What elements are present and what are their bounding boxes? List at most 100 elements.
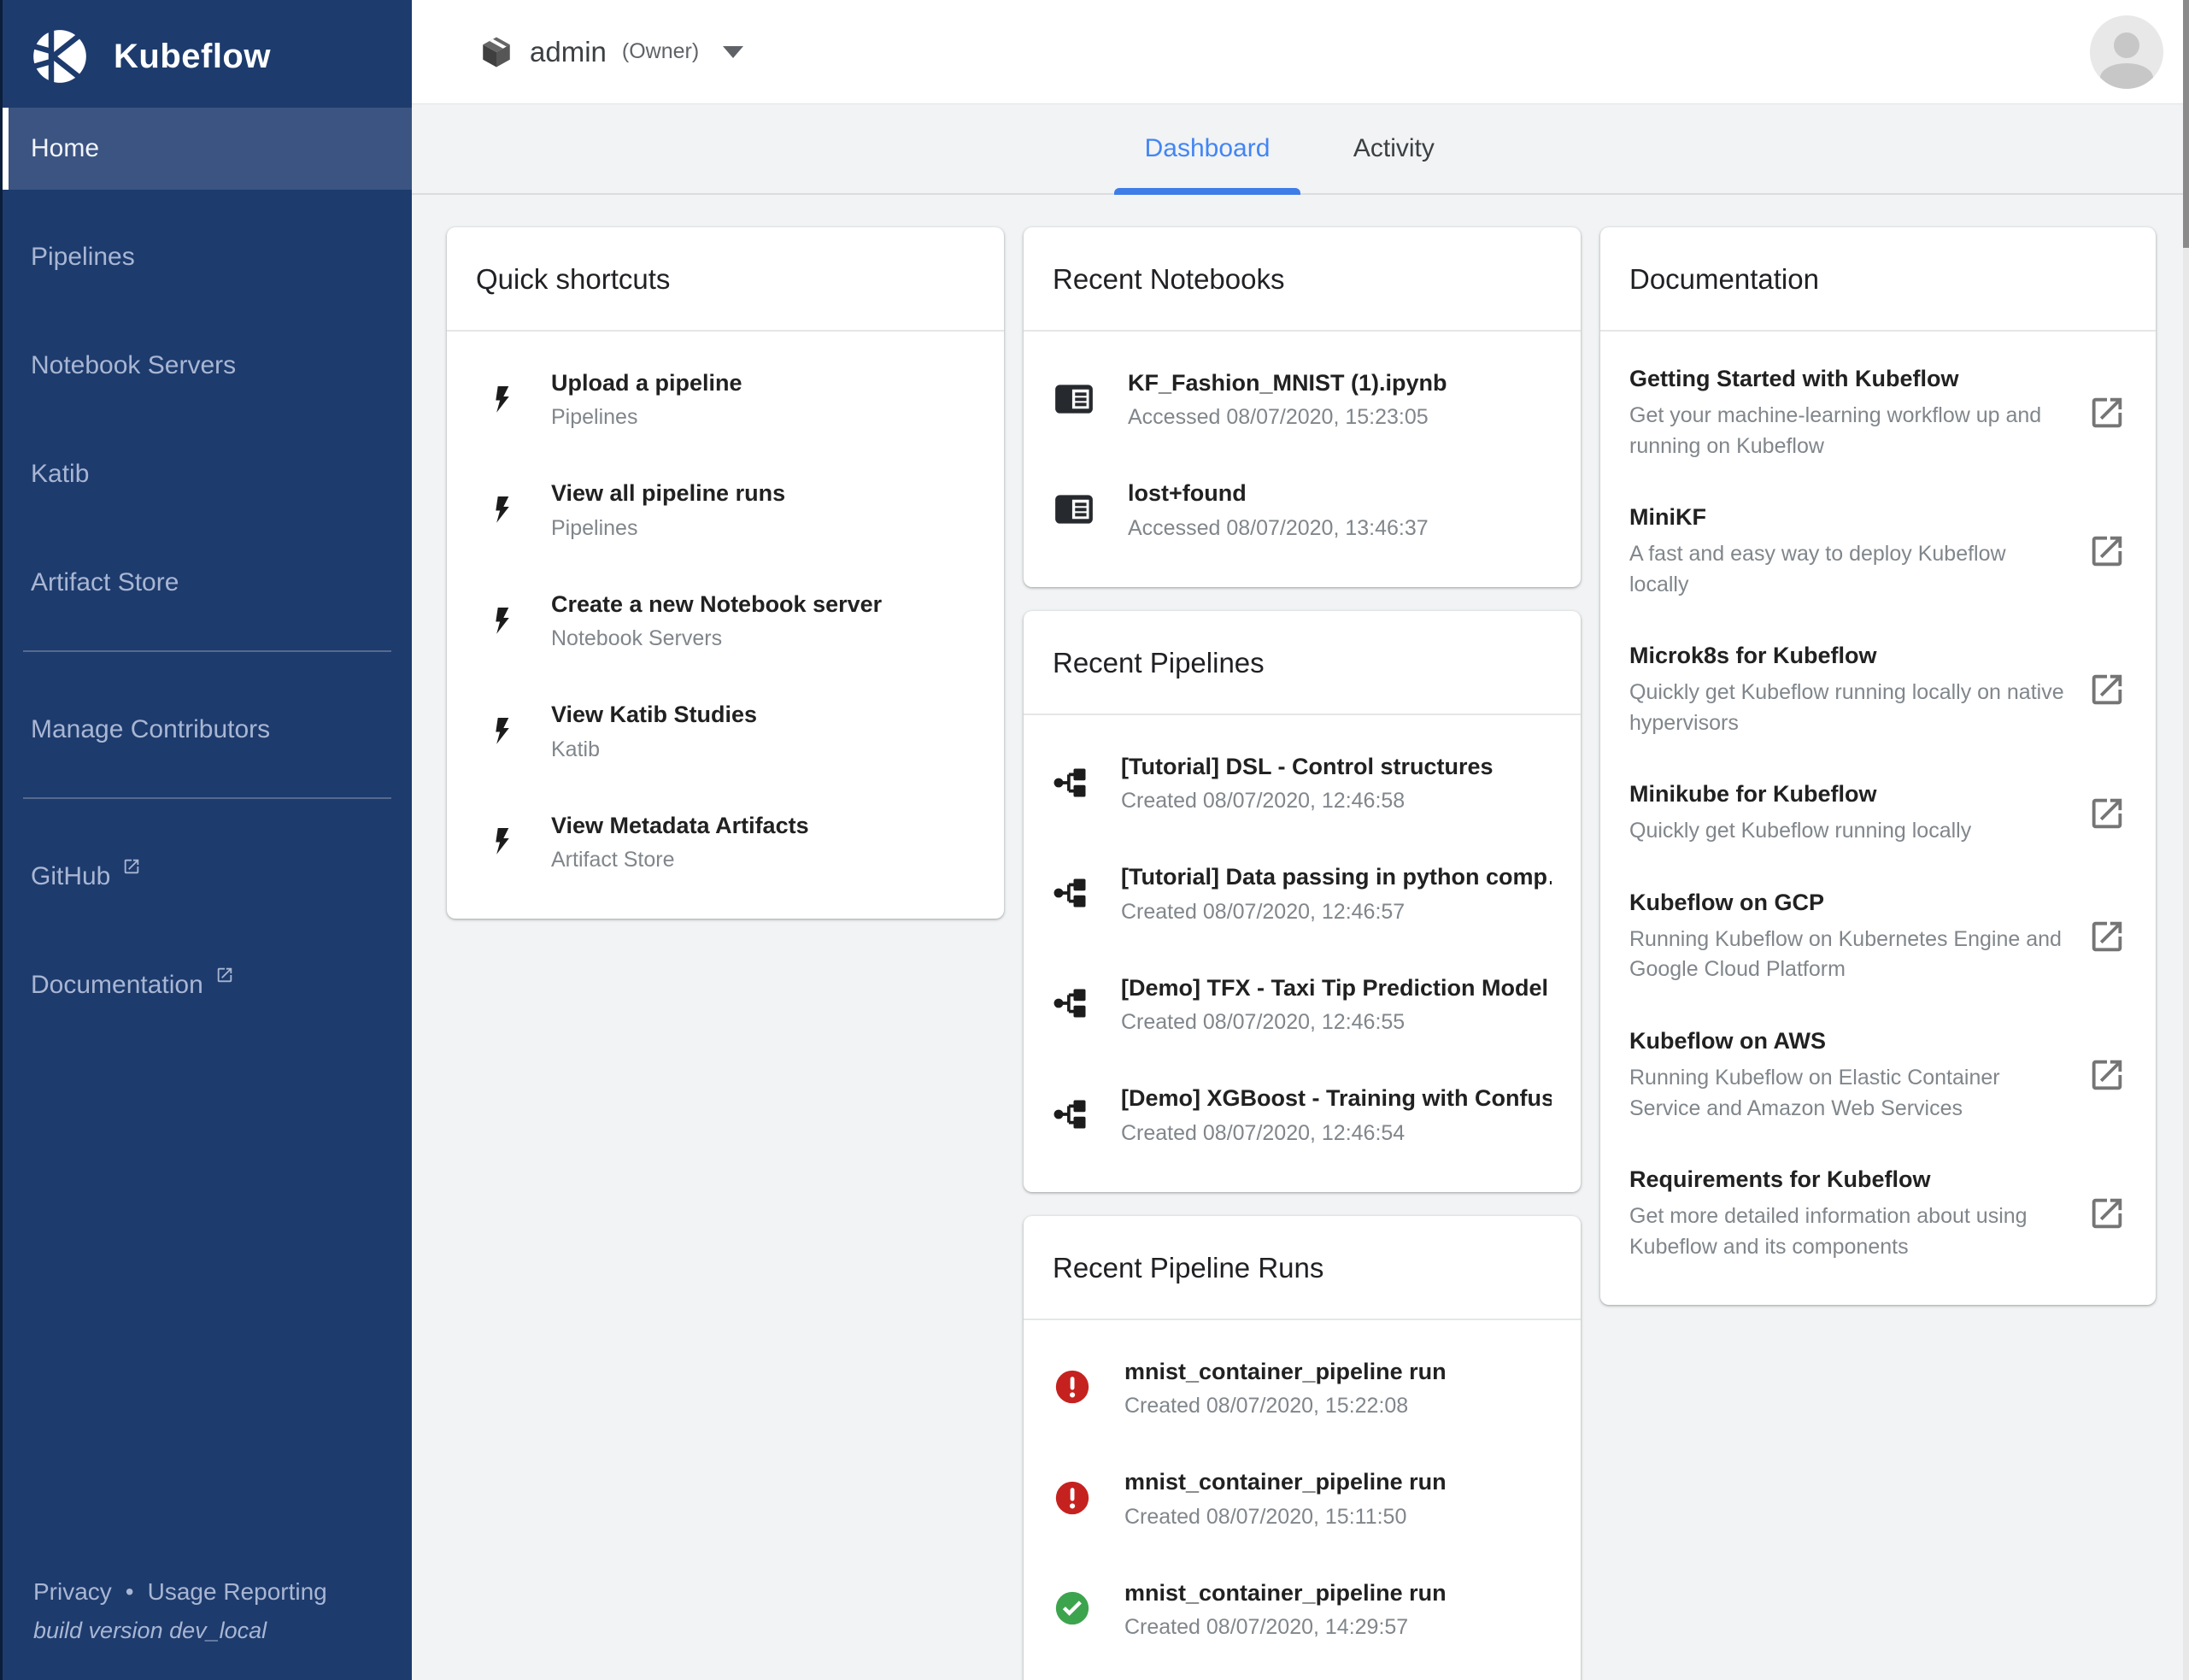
flash-icon [496, 718, 509, 744]
sidebar-divider [23, 797, 391, 799]
doc-title: Getting Started with Kubeflow [1629, 366, 1959, 391]
shortcut-upload-pipeline[interactable]: Upload a pipeline Pipelines [447, 344, 1004, 454]
scrollbar-thumb[interactable] [2183, 0, 2189, 248]
open-in-new-icon [2092, 921, 2122, 952]
doc-link-gcp[interactable]: Kubeflow on GCP Running Kubeflow on Kube… [1600, 867, 2156, 1006]
sidebar-divider [23, 650, 391, 652]
recent-pipeline-runs-card: Recent Pipeline Runs mnist_container_pip… [1024, 1215, 1581, 1680]
sidebar-item-github[interactable]: GitHub [3, 836, 412, 918]
run-status-error-icon [1053, 1367, 1092, 1407]
topbar: admin (Owner) [412, 0, 2189, 104]
usage-reporting-link[interactable]: Usage Reporting [147, 1578, 327, 1605]
recent-notebooks-card: Recent Notebooks KF_Fashion_MNIST (1).ip… [1024, 227, 1581, 587]
doc-title: Minikube for Kubeflow [1629, 781, 1877, 808]
namespace-name: admin [530, 35, 607, 68]
shortcut-create-notebook-server[interactable]: Create a new Notebook server Notebook Se… [447, 565, 1004, 675]
doc-title: MiniKF [1629, 504, 1706, 531]
sidebar-item-documentation[interactable]: Documentation [3, 944, 412, 1026]
sidebar-item-label: Pipelines [31, 243, 135, 271]
pipeline-run-item[interactable]: mnist_container_pipeline run Created 08/… [1024, 1332, 1581, 1442]
pipeline-item[interactable]: [Tutorial] Data passing in python comp… … [1024, 837, 1581, 948]
doc-link-aws[interactable]: Kubeflow on AWS Running Kubeflow on Elas… [1600, 1006, 2156, 1144]
notebook-accessed: Accessed 08/07/2020, 15:23:05 [1128, 405, 1429, 430]
namespace-cube-icon [483, 37, 510, 67]
tab-bar: Dashboard Activity [412, 104, 2189, 195]
shortcut-title: View Katib Studies [551, 702, 758, 728]
sidebar-item-label: Manage Contributors [31, 715, 271, 743]
doc-link-minikf[interactable]: MiniKF A fast and easy way to deploy Kub… [1600, 482, 2156, 620]
shortcut-title: View Metadata Artifacts [551, 812, 809, 838]
doc-link-requirements[interactable]: Requirements for Kubeflow Get more detai… [1600, 1144, 2156, 1283]
kubeflow-logo-icon [28, 25, 91, 88]
pipeline-item[interactable]: [Demo] XGBoost - Training with Confusi… … [1024, 1059, 1581, 1169]
app-title: Kubeflow [114, 37, 271, 75]
doc-desc: Quickly get Kubeflow running locally [1629, 819, 1972, 843]
sidebar-item-home[interactable]: Home [3, 108, 412, 190]
run-status-success-icon [1053, 1589, 1092, 1628]
sidebar-item-notebook-servers[interactable]: Notebook Servers [3, 325, 412, 407]
pipeline-title: [Demo] XGBoost - Training with Confusi… [1121, 1085, 1552, 1112]
pipeline-item[interactable]: [Demo] TFX - Taxi Tip Prediction Model …… [1024, 949, 1581, 1059]
shortcut-view-pipeline-runs[interactable]: View all pipeline runs Pipelines [447, 454, 1004, 564]
pipeline-created: Created 08/07/2020, 12:46:57 [1121, 899, 1406, 924]
card-title: Recent Pipeline Runs [1053, 1251, 1324, 1283]
doc-link-getting-started[interactable]: Getting Started with Kubeflow Get your m… [1600, 344, 2156, 482]
pipeline-icon [1053, 988, 1088, 1019]
shortcut-subtitle: Notebook Servers [551, 626, 723, 651]
shortcut-view-katib-studies[interactable]: View Katib Studies Katib [447, 675, 1004, 785]
doc-title: Microk8s for Kubeflow [1629, 643, 1877, 669]
pipeline-run-item[interactable]: mnist_container_pipeline run Created 08/… [1024, 1664, 1581, 1680]
notebook-accessed: Accessed 08/07/2020, 13:46:37 [1128, 515, 1429, 540]
run-created: Created 08/07/2020, 15:22:08 [1124, 1394, 1409, 1419]
notebook-item[interactable]: lost+found Accessed 08/07/2020, 13:46:37 [1024, 454, 1581, 564]
recent-pipelines-card: Recent Pipelines [Tutorial] DSL - Contro… [1024, 610, 1581, 1192]
sidebar-item-artifact-store[interactable]: Artifact Store [3, 542, 412, 624]
doc-desc: A fast and easy way to deploy Kubeflow l… [1629, 542, 2006, 596]
shortcut-view-metadata-artifacts[interactable]: View Metadata Artifacts Artifact Store [447, 786, 1004, 896]
namespace-selector[interactable]: admin (Owner) [478, 34, 744, 70]
sidebar-nav: Home Pipelines Notebook Servers Katib Ar… [3, 108, 412, 1026]
doc-link-microk8s[interactable]: Microk8s for Kubeflow Quickly get Kubefl… [1600, 620, 2156, 759]
doc-link-minikube[interactable]: Minikube for Kubeflow Quickly get Kubefl… [1600, 759, 2156, 867]
run-status-error-icon [1053, 1478, 1092, 1518]
sidebar-item-manage-contributors[interactable]: Manage Contributors [3, 689, 412, 771]
shortcut-subtitle: Artifact Store [551, 848, 675, 872]
tab-dashboard[interactable]: Dashboard [1113, 104, 1301, 195]
pipeline-created: Created 08/07/2020, 12:46:58 [1121, 789, 1406, 814]
sidebar-item-label: Documentation [31, 971, 203, 999]
card-divider [1024, 713, 1581, 715]
notebook-item[interactable]: KF_Fashion_MNIST (1).ipynb Accessed 08/0… [1024, 344, 1581, 454]
sidebar-item-label: Katib [31, 460, 90, 488]
pipeline-created: Created 08/07/2020, 12:46:55 [1121, 1010, 1406, 1035]
run-created: Created 08/07/2020, 15:11:50 [1124, 1504, 1407, 1529]
tab-label: Dashboard [1144, 134, 1271, 162]
privacy-link[interactable]: Privacy [33, 1578, 112, 1605]
open-in-new-icon [2092, 1198, 2122, 1229]
dashboard-content: Quick shortcuts Upload a pipeline Pipeli… [412, 195, 2189, 1680]
run-created: Created 08/07/2020, 14:29:57 [1124, 1614, 1409, 1639]
flash-icon [496, 828, 509, 855]
pipeline-item[interactable]: [Tutorial] DSL - Control structures Crea… [1024, 727, 1581, 837]
card-title: Quick shortcuts [476, 263, 671, 295]
tab-activity[interactable]: Activity [1300, 104, 1487, 193]
flash-icon [496, 607, 509, 634]
notebook-title: KF_Fashion_MNIST (1).ipynb [1128, 370, 1447, 396]
doc-title: Kubeflow on AWS [1629, 1027, 1826, 1054]
run-title: mnist_container_pipeline run [1124, 1579, 1447, 1606]
sidebar-item-katib[interactable]: Katib [3, 433, 412, 515]
pipeline-icon [1053, 767, 1088, 798]
chevron-down-icon [723, 45, 744, 58]
pipeline-icon [1053, 877, 1088, 909]
doc-desc: Get your machine-learning workflow up an… [1629, 403, 2042, 458]
pipeline-title: [Demo] TFX - Taxi Tip Prediction Model … [1121, 974, 1552, 1001]
pipeline-run-item[interactable]: mnist_container_pipeline run Created 08/… [1024, 1554, 1581, 1664]
scrollbar[interactable] [2183, 0, 2189, 1680]
run-title: mnist_container_pipeline run [1124, 1358, 1447, 1384]
app-logo[interactable]: Kubeflow [3, 0, 412, 94]
avatar[interactable] [2090, 15, 2163, 89]
notebook-icon [1055, 385, 1093, 414]
sidebar-item-pipelines[interactable]: Pipelines [3, 216, 412, 298]
pipeline-run-item[interactable]: mnist_container_pipeline run Created 08/… [1024, 1442, 1581, 1553]
avatar-head [2114, 32, 2139, 58]
namespace-role: (Owner) [621, 39, 700, 63]
